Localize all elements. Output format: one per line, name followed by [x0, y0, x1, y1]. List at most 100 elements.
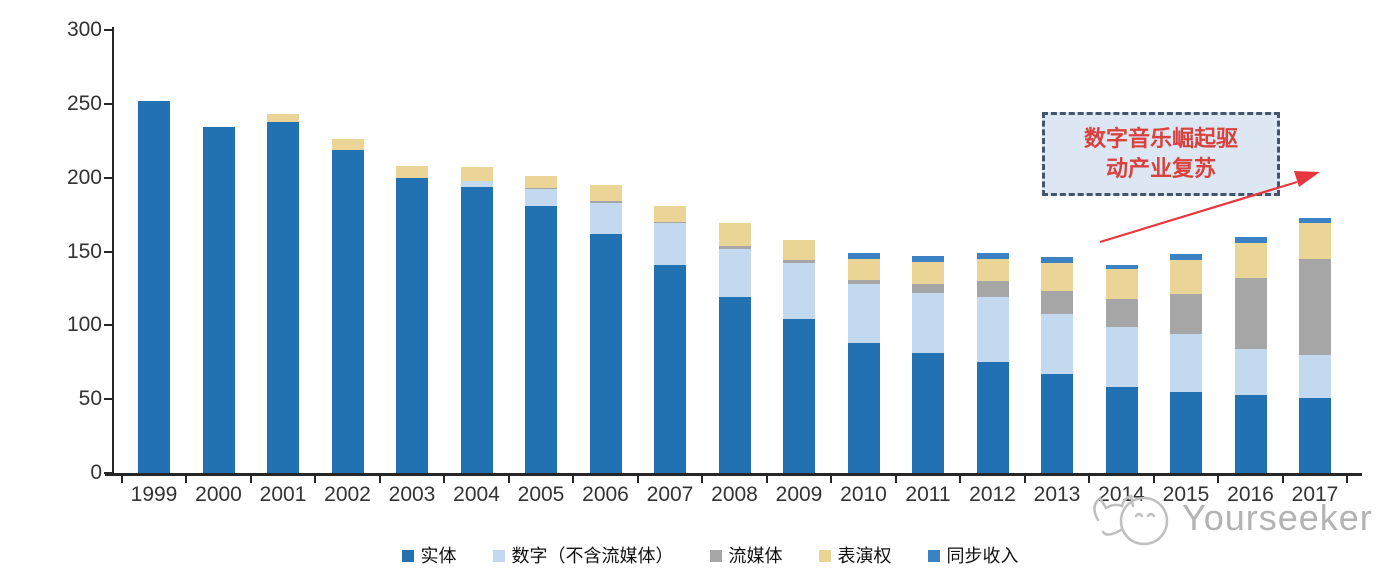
- bar-segment-2012: [976, 252, 1009, 259]
- bar-segment-2017: [1299, 258, 1331, 355]
- bar-segment-2002: [331, 139, 364, 150]
- x-axis-tick-label: 1999: [130, 483, 178, 506]
- bar-segment-2007: [654, 223, 686, 265]
- bar-segment-2011: [912, 261, 944, 284]
- bar-segment-2015: [1170, 334, 1202, 392]
- bar-segment-2010: [847, 343, 880, 473]
- bar-segment-2005: [525, 205, 557, 473]
- y-axis-tick-label: 100: [66, 313, 102, 337]
- bar-segment-2012: [976, 258, 1009, 282]
- x-axis-tick: [636, 476, 639, 483]
- bar-segment-2015: [1170, 254, 1202, 261]
- x-axis-tick-label: 2013: [1033, 483, 1081, 506]
- bar-segment-2008: [718, 223, 751, 246]
- watermark-text: Yourseeker: [1182, 497, 1373, 538]
- x-axis-tick: [894, 476, 897, 483]
- legend-item: 同步收入: [927, 546, 1019, 566]
- bar-segment-2005: [525, 188, 557, 190]
- x-axis-tick-label: 2014: [1098, 483, 1145, 506]
- x-axis-tick: [1217, 476, 1220, 483]
- bar-segment-2004: [460, 186, 493, 473]
- bar-segment-2013: [1041, 263, 1073, 292]
- bar-segment-2013: [1041, 257, 1073, 264]
- bar-segment-2014: [1105, 264, 1138, 270]
- y-axis-tick: [104, 324, 112, 327]
- chart-legend: 实体 数字（不含流媒体） 流媒体 表演权 同步收入: [85, 546, 1335, 566]
- bar-segment-2011: [912, 292, 944, 354]
- x-axis-tick-label: 2002: [324, 483, 371, 506]
- bar-segment-2016: [1234, 394, 1267, 473]
- y-axis-tick: [104, 176, 112, 179]
- bar-segment-2011: [912, 255, 944, 262]
- bar-segment-2006: [589, 233, 622, 473]
- bar-segment-2011: [912, 283, 944, 293]
- y-axis-tick-label: 150: [66, 239, 102, 263]
- x-axis-tick: [1346, 476, 1349, 483]
- x-axis-tick: [1023, 476, 1026, 483]
- bar-segment-2014: [1105, 387, 1138, 473]
- legend-swatch-icon: [709, 550, 722, 562]
- x-axis-tick: [507, 476, 510, 483]
- x-axis-tick-label: 2017: [1291, 483, 1339, 506]
- bar-segment-2012: [976, 362, 1009, 473]
- x-axis-tick-label: 2015: [1162, 483, 1210, 506]
- legend-label: 实体: [420, 546, 457, 566]
- x-axis-tick: [249, 476, 252, 483]
- bar-segment-2004: [460, 180, 493, 187]
- bar-segment-2011: [912, 353, 944, 473]
- y-axis-tick: [104, 398, 112, 401]
- y-axis-tick-label: 50: [78, 387, 102, 411]
- x-axis-tick: [1152, 476, 1155, 483]
- x-axis-tick-label: 2004: [453, 483, 500, 506]
- x-axis-tick-label: 2012: [969, 483, 1016, 506]
- bar-segment-2016: [1234, 242, 1267, 279]
- y-axis-tick-label: 250: [66, 91, 102, 115]
- bar-segment-2014: [1105, 298, 1138, 327]
- bar-segment-2010: [847, 283, 880, 344]
- annotation-callout: 数字音乐崛起驱 动产业复苏: [1042, 112, 1280, 196]
- bar-segment-2006: [589, 202, 622, 234]
- y-axis-tick: [104, 102, 112, 105]
- bar-segment-2002: [331, 149, 364, 473]
- x-axis-tick-label: 2011: [905, 483, 951, 506]
- bar-segment-2006: [589, 185, 622, 202]
- legend-label: 表演权: [837, 546, 892, 566]
- legend-swatch-icon: [927, 550, 940, 562]
- legend-label: 数字（不含流媒体）: [511, 546, 674, 566]
- legend-label: 流媒体: [728, 546, 783, 566]
- bar-segment-2013: [1041, 374, 1073, 473]
- bar-segment-2013: [1041, 313, 1073, 375]
- legend-item: 数字（不含流媒体）: [492, 546, 674, 566]
- x-axis-tick: [378, 476, 381, 483]
- x-axis-tick-label: 2007: [646, 483, 694, 506]
- bar-segment-1999: [138, 100, 170, 473]
- x-axis-tick: [1281, 476, 1284, 483]
- x-axis-tick: [185, 476, 188, 483]
- x-axis-tick: [830, 476, 833, 483]
- bar-segment-2009: [783, 239, 815, 261]
- bar-segment-2000: [202, 127, 235, 473]
- x-axis-tick-label: 2006: [582, 483, 629, 506]
- bar-segment-2004: [460, 167, 493, 181]
- legend-item: 表演权: [818, 546, 892, 566]
- bar-segment-2009: [783, 263, 815, 320]
- x-axis-tick: [314, 476, 317, 483]
- bar-segment-2010: [847, 279, 880, 284]
- bar-segment-2016: [1234, 236, 1267, 243]
- bar-segment-2001: [267, 114, 299, 122]
- bar-segment-2017: [1299, 223, 1331, 259]
- x-axis-tick: [765, 476, 768, 483]
- x-axis-tick: [572, 476, 575, 483]
- bar-segment-2006: [589, 201, 622, 203]
- x-axis-tick: [701, 476, 704, 483]
- bar-segment-2014: [1105, 326, 1138, 388]
- bar-segment-2012: [976, 297, 1009, 363]
- bar-segment-2005: [525, 189, 557, 206]
- bar-segment-2015: [1170, 260, 1202, 295]
- y-axis-tick-label: 200: [66, 165, 102, 189]
- y-axis-line: [112, 27, 114, 476]
- bar-segment-2016: [1234, 278, 1267, 349]
- x-axis-tick: [1088, 476, 1091, 483]
- bar-segment-2005: [525, 176, 557, 188]
